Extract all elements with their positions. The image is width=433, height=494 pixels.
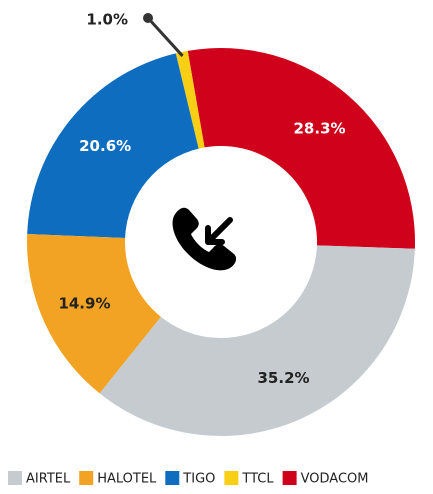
value-label: 20.6% — [79, 137, 131, 155]
legend-label: TIGO — [182, 472, 215, 487]
value-label: 1.0% — [86, 11, 128, 29]
legend-swatch — [282, 471, 297, 485]
leader-dot — [143, 13, 153, 23]
labels: 35.2% 14.9% 20.6% 1.0% 28.3% AIRTEL HALOTEL TIG… — [8, 11, 368, 487]
legend-label: AIRTEL — [26, 472, 71, 487]
legend-label: TTCL — [241, 472, 274, 487]
donut-slice — [26, 234, 161, 394]
donut-slice — [187, 48, 415, 249]
value-label: 28.3% — [294, 119, 346, 137]
donut-slice — [27, 53, 199, 239]
donut-slice — [175, 50, 205, 149]
legend-swatch — [165, 471, 180, 485]
legend-swatch — [79, 471, 94, 485]
donut-slice — [99, 245, 415, 436]
arrow-icon — [205, 217, 233, 245]
legend-swatch — [8, 471, 22, 485]
value-label: 14.9% — [58, 295, 110, 313]
phone-icon — [172, 207, 237, 271]
leader-line — [146, 16, 184, 57]
center-icon — [172, 207, 237, 271]
legend-swatch — [224, 471, 239, 485]
legend-label: VODACOM — [301, 472, 369, 487]
legend-label: HALOTEL — [97, 472, 157, 487]
value-label: 35.2% — [258, 369, 310, 387]
